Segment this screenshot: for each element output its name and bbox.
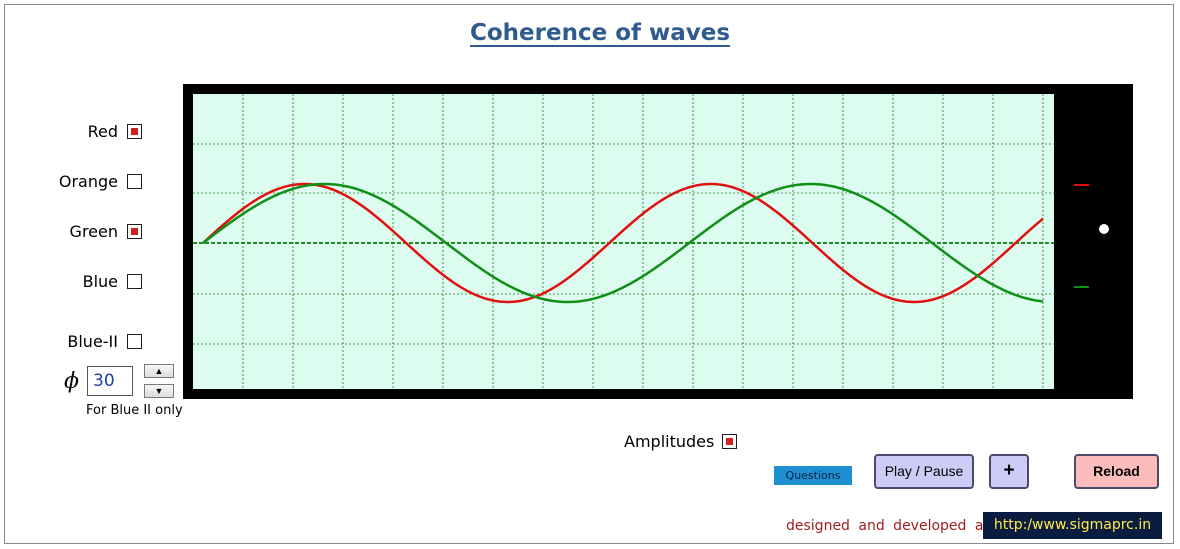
reload-button[interactable]: Reload — [1074, 454, 1159, 489]
checkbox-green-box[interactable] — [127, 224, 142, 239]
red-legend-marker — [1074, 184, 1089, 186]
credit-text: designed and developed at — [786, 518, 989, 534]
phase-up-button[interactable]: ▲ — [144, 364, 174, 378]
checkbox-green-label: Green — [69, 222, 118, 241]
green-legend-marker — [1074, 286, 1089, 288]
grid-lines — [193, 94, 1054, 389]
checkbox-blue-ii-label: Blue-II — [67, 332, 118, 351]
oscilloscope-panel — [183, 84, 1133, 399]
checkbox-blue-ii[interactable]: Blue-II — [67, 332, 142, 351]
checkbox-green[interactable]: Green — [70, 222, 142, 241]
amplitudes-label: Amplitudes — [624, 432, 715, 451]
play-pause-button[interactable]: Play / Pause — [874, 454, 974, 489]
wave-plot — [193, 94, 1054, 389]
checkbox-orange[interactable]: Orange — [59, 172, 142, 191]
page-title: Coherence of waves — [470, 20, 731, 46]
phase-control: ϕ 30 — [64, 366, 133, 396]
phase-note: For Blue II only — [86, 403, 183, 418]
green-wave — [202, 182, 1044, 304]
wave-display — [193, 94, 1054, 389]
wave-traces — [202, 182, 1044, 304]
website-link[interactable]: http:/www.sigmaprc.in — [983, 512, 1162, 539]
questions-button[interactable]: Questions — [774, 466, 852, 485]
checkbox-orange-label: Orange — [58, 172, 118, 191]
checkbox-blue-ii-box[interactable] — [127, 334, 142, 349]
checkbox-blue[interactable]: Blue — [83, 272, 142, 291]
checkbox-orange-box[interactable] — [127, 174, 142, 189]
checkbox-red-label: Red — [87, 122, 118, 141]
phase-input[interactable]: 30 — [87, 366, 133, 396]
checkbox-red-box[interactable] — [127, 124, 142, 139]
phi-symbol: ϕ — [64, 368, 79, 394]
red-wave — [202, 182, 1044, 304]
checkbox-blue-box[interactable] — [127, 274, 142, 289]
checkbox-red[interactable]: Red — [88, 122, 142, 141]
checkbox-blue-label: Blue — [82, 272, 118, 291]
plus-button[interactable]: + — [989, 454, 1029, 489]
phase-down-button[interactable]: ▼ — [144, 384, 174, 398]
indicator-dot — [1099, 224, 1109, 234]
amplitudes-checkbox[interactable] — [722, 434, 738, 449]
amplitudes-toggle[interactable]: Amplitudes — [624, 432, 738, 451]
